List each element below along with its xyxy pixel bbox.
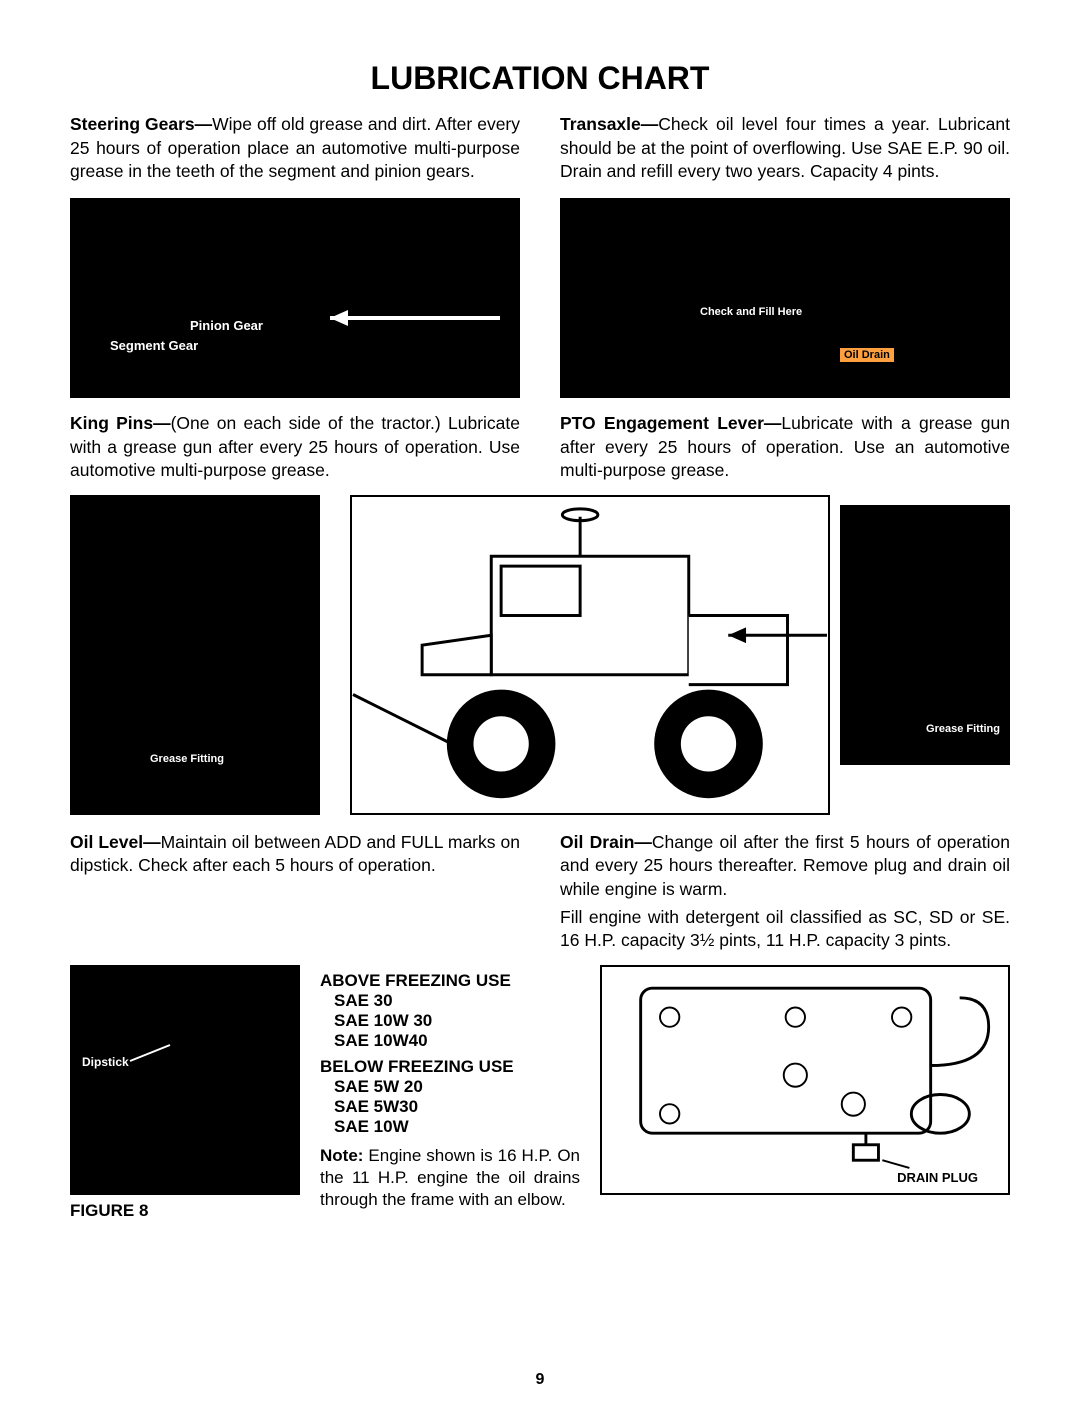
pto-photo: Grease Fitting — [840, 505, 1010, 765]
tractor-illustration — [350, 495, 830, 815]
note-heading: Note: — [320, 1146, 363, 1165]
oildrain-heading: Oil Drain— — [560, 832, 652, 852]
oildrain-paragraph-2: Fill engine with detergent oil classifie… — [560, 906, 1010, 953]
steering-paragraph: Steering Gears—Wipe off old grease and d… — [70, 113, 520, 184]
drain-plug-diagram: DRAIN PLUG — [600, 965, 1010, 1195]
transaxle-paragraph: Transaxle—Check oil level four times a y… — [560, 113, 1010, 184]
kingpin-photo: Grease Fitting — [70, 495, 320, 815]
dipstick-block: Dipstick FIGURE 8 — [70, 965, 300, 1221]
oil-paragraph-row: Oil Level—Maintain oil between ADD and F… — [70, 831, 1010, 953]
kingpins-heading: King Pins— — [70, 413, 171, 433]
dipstick-arrow-icon — [70, 965, 300, 1195]
top-paragraph-row: Steering Gears—Wipe off old grease and d… — [70, 113, 1010, 184]
page-number: 9 — [536, 1371, 545, 1389]
steering-heading: Steering Gears— — [70, 114, 212, 134]
oil-below-1: SAE 5W30 — [334, 1097, 580, 1117]
oil-below-0: SAE 5W 20 — [334, 1077, 580, 1097]
grease-fitting-left-label: Grease Fitting — [150, 753, 224, 765]
check-fill-label: Check and Fill Here — [700, 306, 802, 318]
mid-paragraph-row: King Pins—(One on each side of the tract… — [70, 412, 1010, 483]
kingpins-paragraph: King Pins—(One on each side of the tract… — [70, 412, 520, 483]
steering-arrow-icon — [70, 198, 520, 398]
oil-above-1: SAE 10W 30 — [334, 1011, 580, 1031]
oil-below-2: SAE 10W — [334, 1117, 580, 1137]
steering-gear-photo: Pinion Gear Segment Gear — [70, 198, 520, 398]
oil-above-0: SAE 30 — [334, 991, 580, 1011]
pto-heading: PTO Engagement Lever— — [560, 413, 781, 433]
oildrain-paragraph: Oil Drain—Change oil after the first 5 h… — [560, 831, 1010, 902]
below-freezing-heading: BELOW FREEZING USE — [320, 1057, 580, 1077]
transaxle-heading: Transaxle— — [560, 114, 658, 134]
oil-above-2: SAE 10W40 — [334, 1031, 580, 1051]
oil-drain-label: Oil Drain — [840, 348, 894, 362]
engine-note: Note: Engine shown is 16 H.P. On the 11 … — [320, 1145, 580, 1211]
above-freezing-heading: ABOVE FREEZING USE — [320, 971, 580, 991]
grease-fitting-right-label: Grease Fitting — [926, 723, 1000, 735]
figure-8-label: FIGURE 8 — [70, 1201, 300, 1221]
oillevel-paragraph: Oil Level—Maintain oil between ADD and F… — [70, 831, 520, 878]
oil-spec-block: ABOVE FREEZING USE SAE 30 SAE 10W 30 SAE… — [320, 965, 580, 1221]
oillevel-heading: Oil Level— — [70, 832, 161, 852]
pto-paragraph: PTO Engagement Lever—Lubricate with a gr… — [560, 412, 1010, 483]
top-image-row: Pinion Gear Segment Gear Check and Fill … — [70, 198, 1010, 398]
transaxle-photo: Check and Fill Here Oil Drain — [560, 198, 1010, 398]
drain-block: DRAIN PLUG — [600, 965, 1010, 1221]
page-title: LUBRICATION CHART — [70, 60, 1010, 97]
drain-svg-icon — [602, 967, 1008, 1193]
drain-plug-text: DRAIN PLUG — [897, 1170, 978, 1185]
central-illustration-row: Grease Fitting Grease Fitting — [70, 495, 1010, 815]
bottom-row: Dipstick FIGURE 8 ABOVE FREEZING USE SAE… — [70, 965, 1010, 1221]
dipstick-photo: Dipstick — [70, 965, 300, 1195]
